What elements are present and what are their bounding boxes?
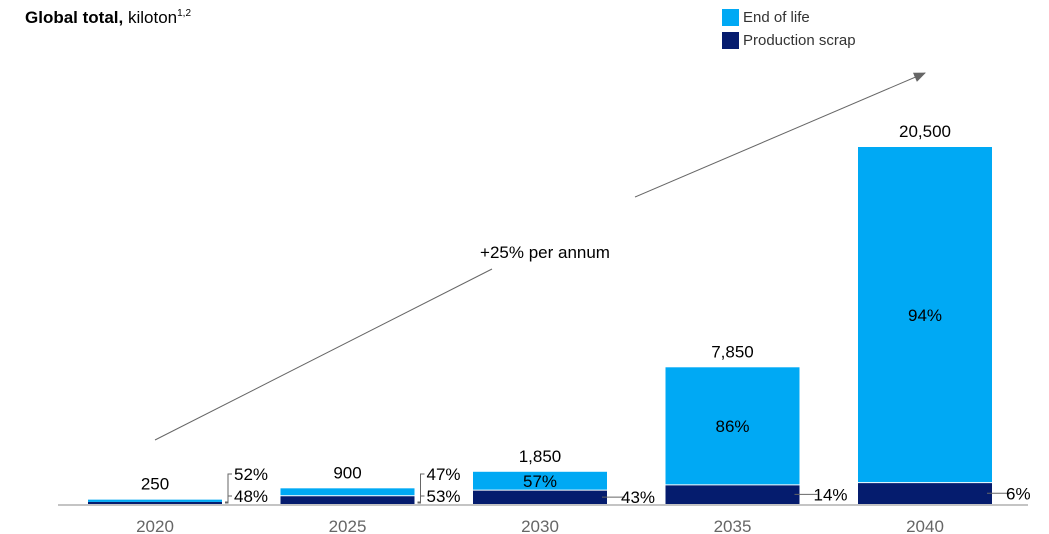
pct-label-production-scrap-2020: 48%	[234, 487, 268, 506]
legend-swatch-end-of-life	[722, 9, 739, 26]
x-tick-label-2025: 2025	[329, 517, 367, 534]
callout-bracket-production-scrap-2025	[417, 495, 425, 504]
pct-label-end-of-life-2040: 94%	[908, 306, 942, 325]
pct-label-end-of-life-2020: 52%	[234, 465, 268, 484]
growth-arrow-head	[634, 72, 926, 198]
bar-end-of-life-2025	[280, 488, 415, 496]
total-label-2030: 1,850	[519, 447, 562, 466]
pct-label-end-of-life-2025: 47%	[427, 465, 461, 484]
callout-bracket-end-of-life-2020	[225, 473, 232, 503]
bar-production-scrap-2030	[473, 490, 607, 504]
callout-bracket-production-scrap-2020	[225, 495, 232, 504]
total-label-2025: 900	[333, 463, 361, 482]
chart-title: Global total, kiloton1,2	[25, 8, 191, 28]
growth-arrow-tail	[154, 268, 493, 441]
legend-item-end-of-life: End of life	[722, 6, 856, 29]
bar-end-of-life-2020	[88, 499, 222, 502]
bar-production-scrap-2035	[665, 484, 800, 504]
bar-production-scrap-2020	[88, 501, 222, 504]
pct-label-production-scrap-2025: 53%	[427, 487, 461, 506]
pct-label-production-scrap-2035: 14%	[814, 485, 848, 504]
total-label-2020: 250	[141, 475, 169, 494]
bar-end-of-life-2030	[473, 471, 607, 491]
pct-label-end-of-life-2030: 57%	[523, 472, 557, 491]
pct-label-end-of-life-2035: 86%	[715, 417, 749, 436]
total-label-2035: 7,850	[711, 342, 754, 361]
legend-label-production-scrap: Production scrap	[743, 32, 856, 49]
x-tick-label-2040: 2040	[906, 517, 944, 534]
x-tick-label-2020: 2020	[136, 517, 174, 534]
legend-label-end-of-life: End of life	[743, 9, 810, 26]
x-tick-label-2035: 2035	[714, 517, 752, 534]
bar-production-scrap-2025	[280, 495, 415, 504]
chart-title-unit: kiloton	[127, 8, 178, 27]
x-tick-label-2030: 2030	[521, 517, 559, 534]
chart-title-bold: Global total,	[25, 8, 124, 27]
bar-end-of-life-2040	[858, 147, 992, 483]
legend: End of life Production scrap	[722, 6, 856, 52]
chart-title-footnote: 1,2	[177, 8, 192, 19]
pct-label-production-scrap-2030: 43%	[621, 488, 655, 507]
total-label-2040: 20,500	[899, 122, 951, 141]
legend-item-production-scrap: Production scrap	[722, 29, 856, 52]
legend-swatch-production-scrap	[722, 32, 739, 49]
bar-end-of-life-2035	[665, 367, 800, 485]
growth-rate-annotation: +25% per annum	[480, 243, 610, 262]
pct-label-production-scrap-2040: 6%	[1006, 484, 1031, 503]
bar-production-scrap-2040	[858, 482, 992, 504]
callout-bracket-end-of-life-2025	[417, 473, 425, 503]
